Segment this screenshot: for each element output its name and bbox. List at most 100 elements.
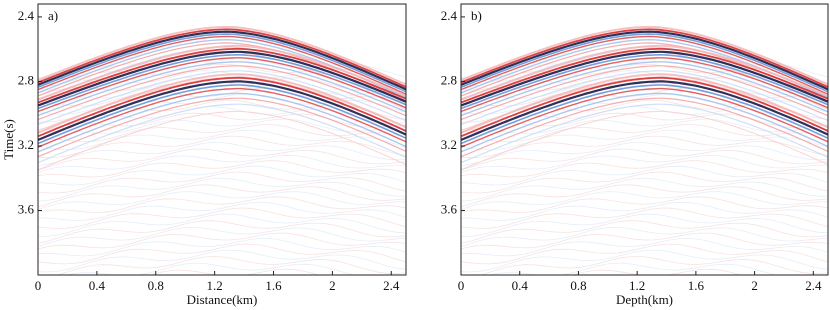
noise	[461, 184, 828, 208]
reflection	[461, 92, 828, 153]
reflection	[38, 76, 406, 138]
panel-label: b)	[471, 8, 482, 23]
noise	[38, 196, 406, 213]
reflection	[461, 50, 828, 107]
x-tick-label: 1.6	[688, 278, 705, 293]
noise	[38, 148, 406, 171]
reflection	[38, 97, 406, 158]
reflection	[461, 57, 828, 113]
noise	[38, 141, 406, 166]
reflection	[38, 87, 406, 148]
panel: 0 0.4 0.8 1.2 1.6 2 2.4 2.4 2.8 3.2 3.6 a) Distance(…	[1, 3, 407, 307]
reflection	[461, 28, 828, 88]
reflection	[38, 50, 406, 107]
reflection	[38, 70, 406, 126]
noise	[461, 141, 828, 166]
seismic-image	[38, 25, 406, 275]
reflection	[461, 25, 828, 86]
noise	[461, 237, 828, 257]
reflection	[38, 47, 406, 104]
noise	[38, 213, 406, 237]
x-tick-label: 1.6	[265, 278, 282, 293]
noise	[56, 255, 406, 275]
noise	[461, 207, 828, 229]
reflection	[38, 84, 406, 145]
x-tick-label: 0.4	[89, 278, 106, 293]
noise	[461, 226, 828, 247]
reflection	[461, 76, 828, 138]
reflection	[461, 53, 828, 110]
noise	[461, 148, 828, 171]
noise	[461, 165, 828, 186]
plot-area	[460, 3, 829, 276]
noise	[38, 177, 406, 202]
x-tick-label: 1.2	[629, 278, 645, 293]
x-axis-label: Depth(km)	[616, 292, 673, 307]
noise	[461, 243, 828, 265]
reflection	[38, 65, 406, 121]
reflection	[461, 70, 828, 126]
reflection	[38, 103, 406, 164]
reflection	[38, 53, 406, 110]
reflection	[461, 61, 828, 117]
reflection	[38, 25, 406, 86]
noise	[461, 135, 828, 159]
noise	[461, 249, 828, 273]
noise	[38, 191, 406, 210]
noise	[461, 213, 828, 237]
plot-border	[37, 3, 407, 276]
reflection	[461, 65, 828, 121]
noise	[38, 129, 406, 151]
noise	[461, 196, 828, 213]
reflection	[38, 30, 406, 91]
reflection	[38, 57, 406, 113]
noise	[38, 249, 406, 273]
noise	[38, 160, 406, 178]
noise	[461, 129, 828, 151]
reflection	[38, 33, 406, 93]
x-tick-label: 2.4	[805, 278, 822, 293]
noise	[38, 165, 406, 186]
x-tick-label: 2.4	[383, 278, 400, 293]
noise	[479, 255, 828, 275]
x-tick-label: 2	[329, 278, 336, 293]
reflection	[38, 61, 406, 117]
reflection	[461, 35, 828, 95]
reflection	[461, 30, 828, 91]
noise	[38, 220, 406, 244]
panel: 0 0.4 0.8 1.2 1.6 2 2.4 2.4 2.8 3.2 3.6 b) Depth(km)	[441, 3, 829, 307]
y-tick-label: 3.2	[441, 137, 457, 152]
x-tick-label: 0.8	[148, 278, 164, 293]
noise	[38, 207, 406, 229]
noise	[461, 191, 828, 210]
reflection	[461, 84, 828, 145]
noise	[38, 226, 406, 247]
reflection	[461, 80, 828, 141]
noise	[461, 171, 828, 194]
reflection	[461, 73, 828, 134]
reflection	[38, 110, 406, 171]
noise	[38, 184, 406, 208]
seismic-image	[461, 25, 828, 275]
reflection	[38, 92, 406, 153]
reflection	[461, 47, 828, 104]
noise	[38, 243, 406, 265]
noise	[461, 201, 828, 221]
y-tick-label: 3.6	[441, 201, 458, 216]
x-tick-label: 0	[35, 278, 42, 293]
x-tick-label: 2	[751, 278, 758, 293]
noise	[38, 135, 406, 159]
y-axis-label: Time(s)	[1, 119, 16, 160]
noise	[38, 201, 406, 221]
noise	[461, 112, 828, 134]
x-tick-label: 0.4	[512, 278, 529, 293]
y-tick-label: 2.4	[441, 8, 458, 23]
noise	[461, 220, 828, 244]
noise	[461, 160, 828, 178]
reflection	[461, 110, 828, 171]
y-tick-label: 3.2	[18, 137, 34, 152]
noise	[38, 123, 406, 142]
reflection	[38, 44, 406, 101]
plot-border	[460, 3, 829, 276]
